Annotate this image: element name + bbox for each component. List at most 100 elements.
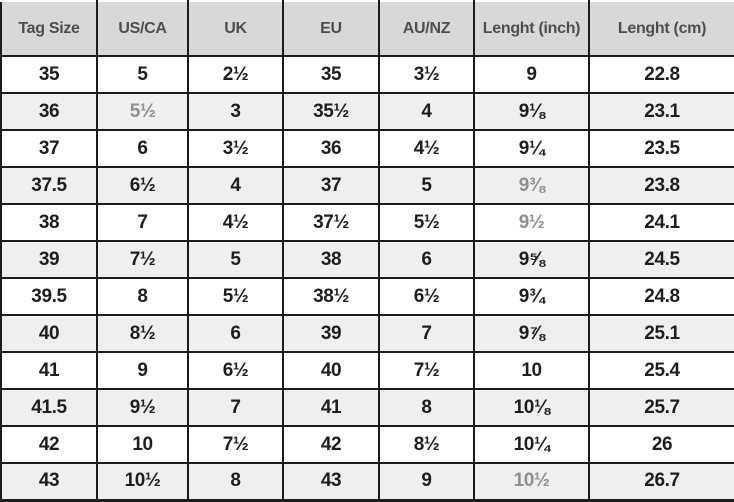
cell-us-ca: 8½ — [96, 314, 189, 353]
table-row: 42 10 7½ 42 8½ 10¼ 26 — [0, 425, 734, 464]
cell-uk: 4½ — [187, 203, 284, 242]
cell-us-ca: 7 — [96, 203, 189, 242]
header-cell-eu: EU — [282, 0, 380, 57]
cell-length-cm: 25.7 — [588, 388, 734, 427]
table-body: 35 5 2½ 35 3½ 9 22.8 36 5½ 3 35½ 4 9⅛ 23… — [0, 55, 734, 501]
cell-au-nz: 5½ — [378, 203, 475, 242]
cell-eu: 36 — [282, 129, 380, 168]
cell-eu: 40 — [282, 351, 380, 390]
cell-uk: 7½ — [187, 425, 284, 464]
cell-eu: 38½ — [282, 277, 380, 316]
table-row: 37.5 6½ 4 37 5 9⅜ 23.8 — [0, 166, 734, 205]
cell-uk: 8 — [187, 462, 284, 501]
cell-length-inch: 9½ — [473, 203, 590, 242]
table-row: 35 5 2½ 35 3½ 9 22.8 — [0, 55, 734, 94]
cell-au-nz: 7 — [378, 314, 475, 353]
cell-length-cm: 24.1 — [588, 203, 734, 242]
table-row: 38 7 4½ 37½ 5½ 9½ 24.1 — [0, 203, 734, 242]
cell-au-nz: 8½ — [378, 425, 475, 464]
cell-length-cm: 23.1 — [588, 92, 734, 131]
cell-length-cm: 23.5 — [588, 129, 734, 168]
cell-au-nz: 7½ — [378, 351, 475, 390]
cell-length-cm: 26.7 — [588, 462, 734, 501]
header-cell-uk: UK — [187, 0, 284, 57]
cell-tag-size: 43 — [0, 462, 98, 501]
cell-length-cm: 23.8 — [588, 166, 734, 205]
table-row: 41.5 9½ 7 41 8 10⅛ 25.7 — [0, 388, 734, 427]
cell-eu: 35 — [282, 55, 380, 94]
cell-us-ca: 5½ — [96, 92, 189, 131]
cell-tag-size: 41 — [0, 351, 98, 390]
cell-length-cm: 25.4 — [588, 351, 734, 390]
cell-us-ca: 6½ — [96, 166, 189, 205]
cell-length-inch: 9 — [473, 55, 590, 94]
cell-uk: 6½ — [187, 351, 284, 390]
cell-au-nz: 3½ — [378, 55, 475, 94]
cell-uk: 5½ — [187, 277, 284, 316]
header-cell-length-inch: Lenght (inch) — [473, 0, 590, 57]
cell-au-nz: 4 — [378, 92, 475, 131]
cell-length-cm: 26 — [588, 425, 734, 464]
table-row: 36 5½ 3 35½ 4 9⅛ 23.1 — [0, 92, 734, 131]
table-row: 39.5 8 5½ 38½ 6½ 9¾ 24.8 — [0, 277, 734, 316]
header-cell-us-ca: US/CA — [96, 0, 189, 57]
cell-au-nz: 5 — [378, 166, 475, 205]
cell-length-cm: 22.8 — [588, 55, 734, 94]
cell-length-inch: 9⅝ — [473, 240, 590, 279]
header-row: Tag Size US/CA UK EU AU/NZ Lenght (inch)… — [0, 0, 734, 57]
cell-tag-size: 39 — [0, 240, 98, 279]
table-row: 40 8½ 6 39 7 9⅞ 25.1 — [0, 314, 734, 353]
cell-uk: 5 — [187, 240, 284, 279]
cell-tag-size: 38 — [0, 203, 98, 242]
cell-eu: 41 — [282, 388, 380, 427]
cell-us-ca: 6 — [96, 129, 189, 168]
cell-uk: 2½ — [187, 55, 284, 94]
cell-us-ca: 10½ — [96, 462, 189, 501]
cell-eu: 39 — [282, 314, 380, 353]
table-row: 37 6 3½ 36 4½ 9¼ 23.5 — [0, 129, 734, 168]
cell-tag-size: 36 — [0, 92, 98, 131]
cell-us-ca: 5 — [96, 55, 189, 94]
table-row: 41 9 6½ 40 7½ 10 25.4 — [0, 351, 734, 390]
cell-uk: 4 — [187, 166, 284, 205]
cell-uk: 3 — [187, 92, 284, 131]
cell-tag-size: 39.5 — [0, 277, 98, 316]
cell-tag-size: 37 — [0, 129, 98, 168]
cell-uk: 7 — [187, 388, 284, 427]
cell-tag-size: 37.5 — [0, 166, 98, 205]
cell-au-nz: 9 — [378, 462, 475, 501]
cell-length-inch: 10½ — [473, 462, 590, 501]
cell-length-inch: 9⅜ — [473, 166, 590, 205]
cell-length-inch: 9⅛ — [473, 92, 590, 131]
cell-eu: 43 — [282, 462, 380, 501]
cell-uk: 3½ — [187, 129, 284, 168]
cell-eu: 35½ — [282, 92, 380, 131]
header-cell-length-cm: Lenght (cm) — [588, 0, 734, 57]
cell-length-cm: 24.5 — [588, 240, 734, 279]
cell-length-cm: 24.8 — [588, 277, 734, 316]
cell-us-ca: 10 — [96, 425, 189, 464]
cell-length-inch: 9⅞ — [473, 314, 590, 353]
table-row: 43 10½ 8 43 9 10½ 26.7 — [0, 462, 734, 501]
cell-length-inch: 10¼ — [473, 425, 590, 464]
cell-length-inch: 9¼ — [473, 129, 590, 168]
cell-au-nz: 4½ — [378, 129, 475, 168]
header-cell-au-nz: AU/NZ — [378, 0, 475, 57]
cell-eu: 37 — [282, 166, 380, 205]
cell-eu: 37½ — [282, 203, 380, 242]
cell-eu: 38 — [282, 240, 380, 279]
cell-length-inch: 10⅛ — [473, 388, 590, 427]
cell-us-ca: 9 — [96, 351, 189, 390]
cell-length-inch: 10 — [473, 351, 590, 390]
cell-us-ca: 8 — [96, 277, 189, 316]
cell-us-ca: 7½ — [96, 240, 189, 279]
cell-au-nz: 6½ — [378, 277, 475, 316]
cell-tag-size: 40 — [0, 314, 98, 353]
cell-tag-size: 35 — [0, 55, 98, 94]
table-row: 39 7½ 5 38 6 9⅝ 24.5 — [0, 240, 734, 279]
cell-au-nz: 6 — [378, 240, 475, 279]
cell-au-nz: 8 — [378, 388, 475, 427]
cell-tag-size: 41.5 — [0, 388, 98, 427]
cell-length-inch: 9¾ — [473, 277, 590, 316]
